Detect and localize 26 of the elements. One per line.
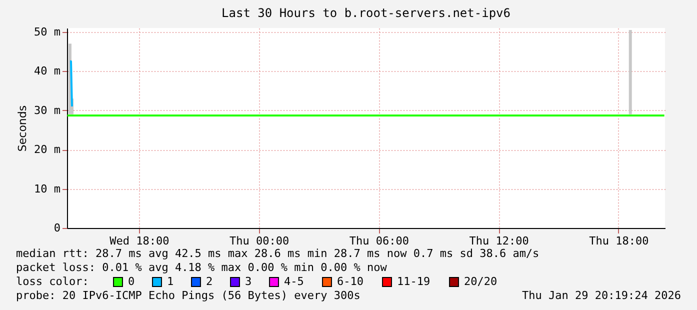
x-tick-label: Thu 18:00 <box>589 234 649 248</box>
legend-label: 0 <box>128 275 135 288</box>
x-tick-label: Thu 12:00 <box>469 234 529 248</box>
chart-title: Last 30 Hours to b.root-servers.net-ipv6 <box>222 6 510 20</box>
legend-label: 4-5 <box>284 275 304 288</box>
text: packet loss: 0.01 % avg 4.18 % max 0.00 % min 0.00 % now <box>16 261 388 274</box>
legend-label: 3 <box>245 275 252 288</box>
x-tick-label: Thu 00:00 <box>229 234 290 248</box>
y-tick-label: 20 m <box>34 143 61 156</box>
legend-title: loss color: <box>16 275 89 288</box>
text: Thu Jan 29 20:19:24 2026 <box>522 289 681 302</box>
y-tick-label: 30 m <box>34 104 61 117</box>
y-tick-label: 10 m <box>34 182 61 196</box>
text: median rtt: 28.7 ms avg 42.5 ms max 28.6 ms min 28.7 ms now 0.7 ms sd 38.6 am/s <box>16 247 540 260</box>
legend-label: 11-19 <box>397 275 430 288</box>
y-tick-label: 40 m <box>34 64 61 78</box>
y-tick-label: 0 <box>54 222 60 234</box>
legend-label: 20/20 <box>464 275 498 288</box>
x-tick-label: Thu 06:00 <box>349 234 409 248</box>
x-tick-label: Wed 18:00 <box>110 234 170 248</box>
y-axis-title: Seconds <box>16 105 30 152</box>
y-tick-label: 50 m <box>34 25 61 38</box>
legend-label: 6-10 <box>337 275 364 288</box>
text: probe: 20 IPv6-ICMP Echo Pings (56 Bytes) every 300s <box>16 289 360 302</box>
legend-label: 1 <box>167 275 174 288</box>
legend-label: 2 <box>206 275 213 288</box>
